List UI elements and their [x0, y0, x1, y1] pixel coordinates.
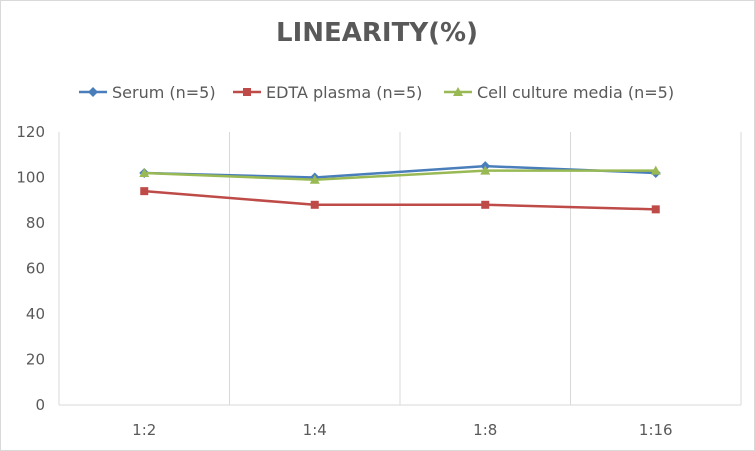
- series-3: [139, 165, 661, 184]
- legend-label: Serum (n=5): [112, 83, 216, 102]
- chart-title: LINEARITY(%): [276, 18, 478, 48]
- legend: Serum (n=5) EDTA plasma (n=5) Cell culture…: [79, 83, 674, 102]
- x-tick-label: 1:2: [132, 421, 156, 439]
- series-2: [140, 187, 660, 214]
- x-tick-label: 1:8: [473, 421, 497, 439]
- legend-item: Serum (n=5): [79, 83, 216, 102]
- y-tick-label: 100: [16, 169, 45, 187]
- data-point: [310, 200, 319, 209]
- legend-label: Cell culture media (n=5): [477, 83, 674, 102]
- data-point: [139, 167, 150, 177]
- legend-item: EDTA plasma (n=5): [233, 83, 422, 102]
- plot-area: 0 20 40 60 80 100 120 1:2 1:4 1:8 1:16: [16, 123, 742, 439]
- data-point: [651, 205, 660, 214]
- y-tick-label: 0: [35, 396, 45, 414]
- data-point: [140, 187, 149, 196]
- series-line: [144, 189, 656, 211]
- legend-item: Cell culture media (n=5): [444, 83, 674, 102]
- data-point: [650, 165, 661, 175]
- data-point: [481, 200, 490, 209]
- y-tick-label: 80: [26, 214, 45, 232]
- y-tick-label: 20: [26, 351, 45, 369]
- y-tick-label: 40: [26, 305, 45, 323]
- legend-marker: [453, 87, 463, 96]
- legend-marker: [88, 87, 98, 97]
- y-tick-label: 60: [26, 260, 45, 278]
- data-point: [480, 165, 491, 175]
- legend-marker: [243, 88, 251, 96]
- y-tick-label: 120: [16, 123, 45, 141]
- legend-label: EDTA plasma (n=5): [266, 83, 422, 102]
- series-line: [144, 169, 656, 182]
- data-point: [309, 174, 320, 184]
- x-tick-label: 1:4: [303, 421, 327, 439]
- x-tick-label: 1:16: [639, 421, 673, 439]
